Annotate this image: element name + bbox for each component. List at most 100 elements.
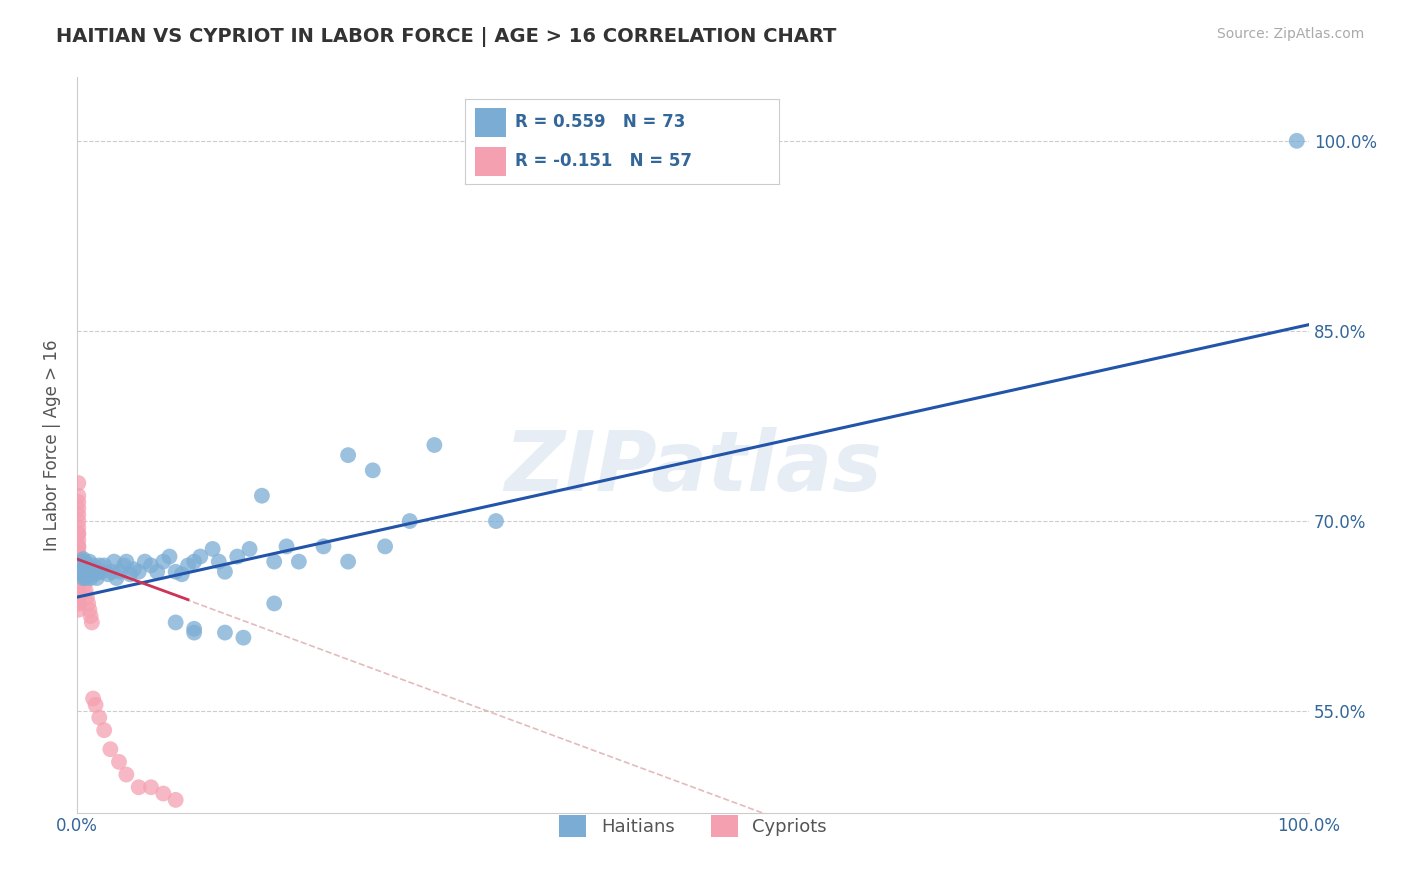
Haitians xyxy=(159,549,181,564)
Cypriots xyxy=(70,565,93,579)
Cypriots xyxy=(152,787,174,801)
Haitians xyxy=(263,555,285,569)
Haitians xyxy=(208,555,231,569)
Cypriots xyxy=(139,780,162,795)
Haitians xyxy=(77,567,100,582)
Haitians xyxy=(201,541,224,556)
Cypriots xyxy=(89,710,111,724)
Cypriots xyxy=(72,571,94,585)
Cypriots xyxy=(67,565,90,579)
Haitians xyxy=(128,565,150,579)
Cypriots xyxy=(67,520,90,534)
Cypriots xyxy=(67,565,90,579)
Cypriots xyxy=(67,540,90,554)
Haitians xyxy=(89,558,111,573)
Cypriots xyxy=(108,755,131,769)
Cypriots xyxy=(79,603,101,617)
Cypriots xyxy=(165,793,187,807)
Haitians xyxy=(170,567,193,582)
Haitians xyxy=(485,514,508,528)
Haitians xyxy=(69,565,91,579)
Cypriots xyxy=(93,723,115,738)
Haitians xyxy=(134,555,156,569)
Haitians xyxy=(73,555,96,569)
Cypriots xyxy=(115,767,138,781)
Haitians xyxy=(80,565,103,579)
Cypriots xyxy=(67,571,90,585)
Haitians xyxy=(79,561,101,575)
Haitians xyxy=(423,438,446,452)
Haitians xyxy=(146,565,169,579)
Cypriots xyxy=(67,476,90,491)
Cypriots xyxy=(80,615,103,630)
Cypriots xyxy=(67,583,90,598)
Haitians xyxy=(97,567,120,582)
Haitians xyxy=(73,561,96,575)
Haitians xyxy=(263,597,285,611)
Cypriots xyxy=(75,583,97,598)
Cypriots xyxy=(69,558,91,573)
Haitians xyxy=(214,625,236,640)
Haitians xyxy=(86,571,108,585)
Haitians xyxy=(82,558,104,573)
Cypriots xyxy=(73,577,96,591)
Haitians xyxy=(120,567,142,582)
Haitians xyxy=(100,565,122,579)
Haitians xyxy=(152,555,174,569)
Haitians xyxy=(361,463,384,477)
Legend: Haitians, Cypriots: Haitians, Cypriots xyxy=(553,807,834,844)
Cypriots xyxy=(67,546,90,560)
Cypriots xyxy=(69,571,91,585)
Cypriots xyxy=(67,577,90,591)
Cypriots xyxy=(67,583,90,598)
Haitians xyxy=(79,555,101,569)
Haitians xyxy=(115,555,138,569)
Haitians xyxy=(183,625,205,640)
Cypriots xyxy=(67,590,90,604)
Cypriots xyxy=(67,514,90,528)
Haitians xyxy=(188,549,211,564)
Cypriots xyxy=(67,540,90,554)
Haitians xyxy=(177,558,200,573)
Haitians xyxy=(73,567,96,582)
Cypriots xyxy=(67,489,90,503)
Cypriots xyxy=(67,577,90,591)
Haitians xyxy=(83,567,105,582)
Haitians xyxy=(93,558,115,573)
Cypriots xyxy=(67,526,90,541)
Cypriots xyxy=(128,780,150,795)
Cypriots xyxy=(67,558,90,573)
Text: Source: ZipAtlas.com: Source: ZipAtlas.com xyxy=(1216,27,1364,41)
Cypriots xyxy=(77,597,100,611)
Cypriots xyxy=(79,609,101,624)
Haitians xyxy=(72,565,94,579)
Haitians xyxy=(239,541,262,556)
Haitians xyxy=(374,540,396,554)
Haitians xyxy=(103,555,125,569)
Haitians xyxy=(183,622,205,636)
Haitians xyxy=(337,448,360,462)
Haitians xyxy=(1285,134,1308,148)
Cypriots xyxy=(69,565,91,579)
Cypriots xyxy=(98,742,121,756)
Cypriots xyxy=(82,691,104,706)
Text: ZIPatlas: ZIPatlas xyxy=(505,426,882,508)
Cypriots xyxy=(67,495,90,509)
Haitians xyxy=(312,540,335,554)
Cypriots xyxy=(84,698,107,712)
Haitians xyxy=(79,571,101,585)
Haitians xyxy=(70,567,93,582)
Haitians xyxy=(112,558,135,573)
Haitians xyxy=(76,558,98,573)
Cypriots xyxy=(76,590,98,604)
Haitians xyxy=(70,555,93,569)
Cypriots xyxy=(67,552,90,566)
Text: HAITIAN VS CYPRIOT IN LABOR FORCE | AGE > 16 CORRELATION CHART: HAITIAN VS CYPRIOT IN LABOR FORCE | AGE … xyxy=(56,27,837,46)
Haitians xyxy=(122,562,145,576)
Haitians xyxy=(214,565,236,579)
Haitians xyxy=(69,558,91,573)
Cypriots xyxy=(67,546,90,560)
Haitians xyxy=(226,549,249,564)
Haitians xyxy=(165,565,187,579)
Cypriots xyxy=(69,558,91,573)
